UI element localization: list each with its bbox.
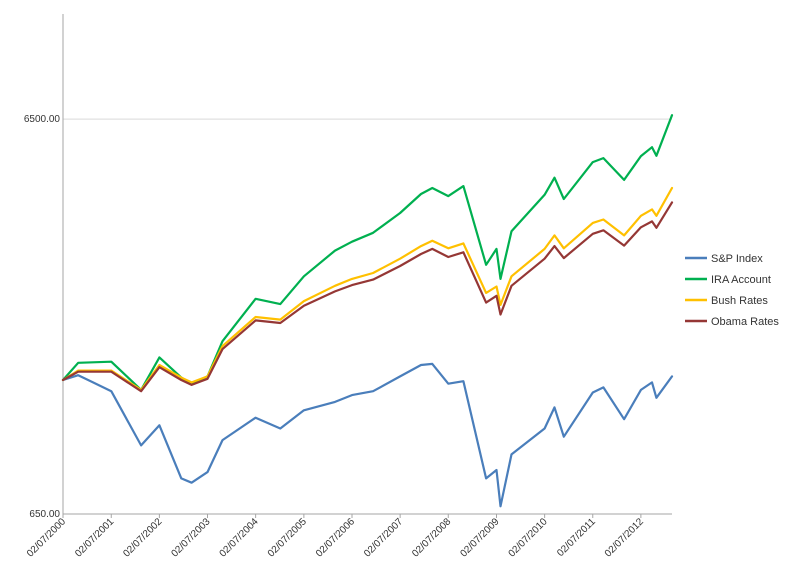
legend-label: Obama Rates bbox=[711, 316, 779, 328]
legend-label: Bush Rates bbox=[711, 295, 768, 307]
x-tick-label: 02/07/2003 bbox=[169, 516, 212, 559]
series-layer bbox=[61, 114, 674, 508]
x-tick-label: 02/07/2007 bbox=[362, 516, 405, 559]
x-tick-label: 02/07/2002 bbox=[121, 516, 164, 559]
y-tick-labels: 6500.00 650.00 bbox=[24, 114, 61, 520]
x-tick-label: 02/07/2008 bbox=[410, 516, 453, 559]
x-tick-label: 02/07/2010 bbox=[507, 516, 550, 559]
y-tick-label: 6500.00 bbox=[24, 114, 61, 125]
x-tick-label: 02/07/2012 bbox=[603, 516, 646, 559]
x-tick-label: 02/07/2001 bbox=[73, 516, 116, 559]
y-tick-label: 650.00 bbox=[29, 509, 60, 520]
legend: S&P Index IRA Account Bush Rates Obama Rate… bbox=[685, 253, 779, 328]
x-tick-label: 02/07/2004 bbox=[218, 516, 261, 559]
x-tick-label: 02/07/2005 bbox=[266, 516, 309, 559]
series-line-1 bbox=[61, 114, 674, 391]
series-line-3 bbox=[61, 201, 674, 393]
x-tick-label: 02/07/2000 bbox=[25, 516, 68, 559]
legend-label: S&P Index bbox=[711, 253, 763, 265]
legend-label: IRA Account bbox=[711, 274, 771, 286]
x-tick-label: 02/07/2011 bbox=[555, 516, 598, 559]
series-line-0 bbox=[61, 362, 674, 508]
x-tick-label: 02/07/2009 bbox=[458, 516, 501, 559]
x-tick-labels: 02/07/2000 02/07/2001 02/07/2002 02/07/2003… bbox=[25, 514, 646, 560]
series-line-2 bbox=[61, 186, 674, 391]
x-tick-label: 02/07/2006 bbox=[314, 516, 357, 559]
